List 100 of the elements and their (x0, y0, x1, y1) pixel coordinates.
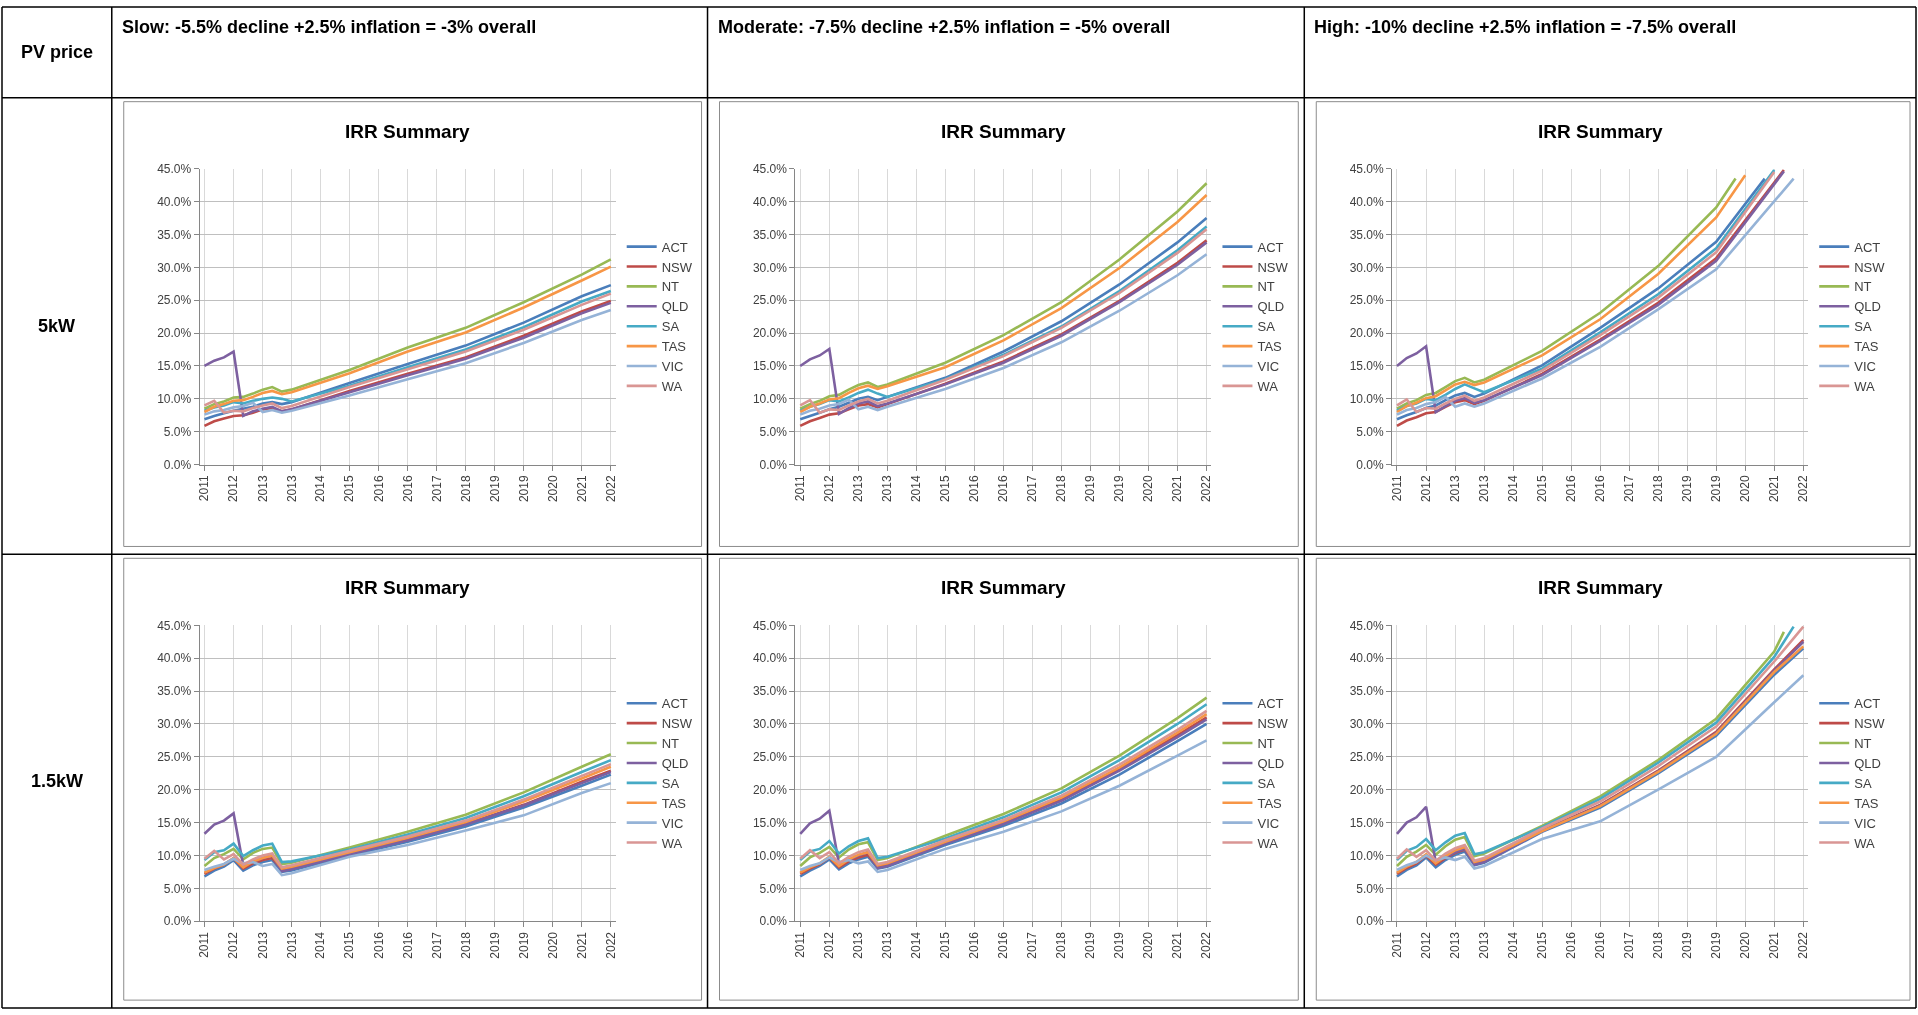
chart-subtitle: Moderate: -7.5% decline +2.5% inflation = -5% overall (718, 17, 1171, 37)
x-tick-label: 2012 (822, 931, 837, 959)
chart-title: IRR Summary (1538, 121, 1664, 142)
x-tick-label: 2021 (574, 931, 589, 959)
x-tick-label: 2021 (1170, 475, 1185, 503)
legend-label: SA (1854, 775, 1872, 791)
y-tick-label: 30.0% (752, 717, 788, 732)
y-tick-label: 10.0% (752, 392, 788, 407)
x-tick-label: 2019 (1680, 931, 1695, 959)
x-tick-label: 2020 (1738, 475, 1753, 503)
x-tick-label: 2016 (1564, 931, 1579, 959)
legend-label: VIC (1257, 815, 1280, 831)
legend-label: QLD (1854, 299, 1881, 315)
legend-label: ACT (1854, 239, 1881, 255)
legend-label: VIC (1854, 815, 1876, 831)
x-tick-label: 2012 (822, 475, 837, 503)
x-tick-label: 2011 (197, 931, 212, 958)
x-tick-label: 2011 (1389, 475, 1404, 502)
x-tick-label: 2016 (371, 475, 386, 503)
y-tick-label: 0.0% (759, 457, 788, 472)
y-tick-label: 5.0% (759, 424, 788, 439)
x-tick-label: 2014 (1505, 931, 1520, 959)
x-tick-label: 2019 (1709, 931, 1724, 959)
text: PV price (21, 42, 94, 62)
legend-label: ACT (661, 696, 688, 712)
x-tick-label: 2021 (1767, 931, 1782, 959)
y-tick-label: 30.0% (1349, 260, 1385, 275)
y-tick-label: 15.0% (157, 815, 192, 830)
y-tick-label: 10.0% (157, 848, 192, 863)
x-tick-label: 2022 (603, 475, 618, 503)
legend-label: VIC (1854, 359, 1876, 375)
legend-label: NSW (661, 716, 693, 732)
y-tick-label: 5.0% (163, 881, 192, 896)
legend-label: TAS (1257, 339, 1283, 355)
chart-title: IRR Summary (345, 121, 471, 142)
legend-label: SA (1257, 775, 1276, 791)
legend-label: TAS (1854, 795, 1879, 811)
x-tick-label: 2016 (1593, 475, 1608, 503)
x-tick-label: 2017 (1622, 931, 1637, 959)
legend-label: TAS (1854, 339, 1879, 355)
y-tick-label: 40.0% (157, 651, 192, 666)
x-tick-label: 2014 (1505, 475, 1520, 503)
legend-label: NT (1257, 736, 1275, 752)
y-tick-label: 5.0% (163, 424, 192, 439)
x-tick-label: 2012 (1418, 475, 1433, 503)
y-tick-label: 0.0% (163, 914, 192, 929)
x-tick-label: 2013 (1448, 931, 1463, 959)
text: 5kW (38, 316, 76, 336)
y-tick-label: 45.0% (752, 161, 788, 176)
y-tick-label: 0.0% (759, 914, 788, 929)
x-tick-label: 2016 (967, 931, 982, 959)
y-tick-label: 45.0% (1349, 618, 1385, 633)
y-tick-label: 35.0% (752, 227, 788, 242)
x-tick-label: 2011 (793, 931, 808, 958)
y-tick-label: 20.0% (752, 326, 788, 341)
y-tick-label: 30.0% (157, 260, 192, 275)
y-tick-label: 10.0% (1349, 392, 1385, 407)
x-tick-label: 2020 (545, 931, 560, 959)
y-tick-label: 30.0% (157, 717, 192, 732)
x-tick-label: 2012 (226, 931, 241, 959)
legend-label: QLD (661, 299, 689, 315)
y-tick-label: 35.0% (1349, 684, 1385, 699)
x-tick-label: 2018 (1054, 931, 1069, 959)
x-tick-label: 2020 (1141, 475, 1156, 503)
y-tick-label: 40.0% (157, 194, 192, 209)
x-tick-label: 2019 (1112, 931, 1127, 959)
legend-label: NT (1257, 279, 1275, 295)
legend-label: QLD (1257, 299, 1285, 315)
x-tick-label: 2016 (967, 475, 982, 503)
x-tick-label: 2011 (793, 475, 808, 502)
x-tick-label: 2011 (197, 475, 212, 502)
y-tick-label: 15.0% (1349, 815, 1385, 830)
legend-label: NT (1854, 279, 1872, 295)
x-tick-label: 2016 (996, 931, 1011, 959)
legend-label: ACT (661, 239, 688, 255)
chart-subtitle: Slow: -5.5% decline +2.5% inflation = -3% overall (122, 17, 537, 37)
x-tick-label: 2020 (545, 475, 560, 503)
x-tick-label: 2019 (516, 931, 531, 959)
x-tick-label: 2020 (1738, 931, 1753, 959)
legend-label: VIC (661, 359, 684, 375)
x-tick-label: 2013 (255, 475, 270, 503)
y-tick-label: 5.0% (1356, 424, 1385, 439)
legend-label: QLD (661, 756, 689, 771)
y-tick-label: 45.0% (752, 618, 788, 633)
x-tick-label: 2019 (516, 475, 531, 503)
x-tick-label: 2022 (1199, 931, 1214, 959)
x-tick-label: 2017 (1025, 475, 1040, 503)
y-tick-label: 20.0% (752, 782, 788, 797)
legend-label: TAS (661, 795, 687, 811)
y-tick-label: 45.0% (157, 161, 192, 176)
legend-label: SA (1854, 319, 1872, 335)
y-tick-label: 25.0% (752, 293, 788, 308)
y-tick-label: 20.0% (1349, 782, 1385, 797)
y-tick-label: 15.0% (752, 359, 788, 374)
x-tick-label: 2018 (458, 931, 473, 959)
x-tick-label: 2012 (1418, 931, 1433, 959)
legend-label: NSW (1257, 716, 1289, 732)
y-tick-label: 25.0% (157, 293, 192, 308)
x-tick-label: 2017 (1622, 475, 1637, 503)
x-tick-label: 2019 (1709, 475, 1724, 503)
